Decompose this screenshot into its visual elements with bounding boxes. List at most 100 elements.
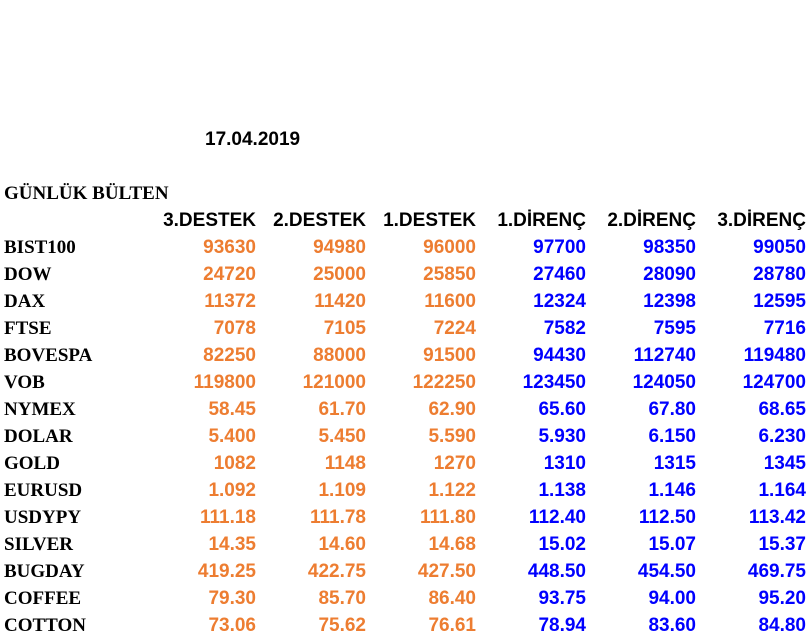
support-level-1: 96000: [423, 237, 476, 258]
table-row: BIST100 93630 94980 96000 97700 98350 99050: [2, 234, 807, 261]
support-level-3: 82250: [203, 345, 256, 366]
resistance-level-3: 84.80: [758, 615, 806, 636]
resistance-level-2: 1315: [653, 453, 696, 474]
support-level-2: 94980: [313, 237, 366, 258]
instrument-name: BIST100: [4, 237, 76, 258]
header-support-1: 1.DESTEK: [383, 210, 476, 231]
instrument-name: FTSE: [4, 318, 52, 339]
resistance-level-3: 95.20: [758, 588, 806, 609]
support-level-2: 11420: [314, 291, 366, 312]
resistance-level-2: 28090: [643, 264, 696, 285]
resistance-level-3: 12595: [753, 291, 806, 312]
support-level-2: 121000: [302, 372, 366, 393]
resistance-level-2: 98350: [643, 237, 696, 258]
support-level-1: 86.40: [428, 588, 476, 609]
table-row: DOW 24720 25000 25850 27460 28090 28780: [2, 261, 807, 288]
support-level-3: 119800: [193, 372, 256, 393]
header-support-3: 3.DESTEK: [163, 210, 256, 231]
support-level-3: 58.45: [208, 399, 256, 420]
bulletin-title: GÜNLÜK BÜLTEN: [4, 183, 169, 204]
support-level-1: 62.90: [428, 399, 476, 420]
resistance-level-1: 27460: [533, 264, 586, 285]
support-level-1: 122250: [412, 372, 476, 393]
resistance-level-1: 112.40: [528, 507, 586, 528]
resistance-level-1: 65.60: [538, 399, 586, 420]
resistance-level-3: 113.42: [748, 507, 806, 528]
resistance-level-2: 12398: [643, 291, 696, 312]
support-level-3: 24720: [203, 264, 256, 285]
resistance-level-1: 97700: [533, 237, 586, 258]
table-row: VOB 119800 121000 122250 123450 124050 124700: [2, 369, 807, 396]
instrument-name: DOW: [4, 264, 52, 285]
table-row: USDYPY 111.18 111.78 111.80 112.40 112.50 113.…: [2, 504, 807, 531]
support-level-3: 11372: [204, 291, 256, 312]
resistance-level-1: 1.138: [538, 480, 586, 501]
resistance-level-2: 83.60: [648, 615, 696, 636]
resistance-level-3: 68.65: [758, 399, 806, 420]
resistance-level-3: 15.37: [758, 534, 806, 555]
resistance-level-3: 1.164: [758, 480, 806, 501]
bulletin-date: 17.04.2019: [205, 129, 301, 150]
support-level-3: 5.400: [208, 426, 256, 447]
support-level-1: 1.122: [428, 480, 476, 501]
resistance-level-1: 93.75: [538, 588, 586, 609]
levels-table: 3.DESTEK 2.DESTEK 1.DESTEK 1.DİRENÇ 2.Dİ…: [2, 208, 807, 639]
resistance-level-3: 469.75: [747, 561, 806, 582]
resistance-level-2: 454.50: [637, 561, 696, 582]
resistance-level-1: 7582: [543, 318, 586, 339]
support-level-2: 88000: [313, 345, 366, 366]
support-level-1: 76.61: [428, 615, 476, 636]
support-level-2: 422.75: [307, 561, 366, 582]
instrument-name: EURUSD: [4, 480, 83, 501]
resistance-level-3: 28780: [753, 264, 806, 285]
resistance-level-1: 78.94: [538, 615, 586, 636]
header-resistance-1: 1.DİRENÇ: [497, 210, 586, 231]
table-row: EURUSD 1.092 1.109 1.122 1.138 1.146 1.164: [2, 477, 807, 504]
table-row: FTSE 7078 7105 7224 7582 7595 7716: [2, 315, 807, 342]
resistance-level-1: 123450: [522, 372, 586, 393]
table-row: GOLD 1082 1148 1270 1310 1315 1345: [2, 450, 807, 477]
support-level-2: 5.450: [318, 426, 366, 447]
table-row: DAX 11372 11420 11600 12324 12398 12595: [2, 288, 807, 315]
table-row: COFFEE 79.30 85.70 86.40 93.75 94.00 95.20: [2, 585, 807, 612]
instrument-name: DOLAR: [4, 426, 73, 447]
support-level-1: 11600: [424, 291, 476, 312]
header-resistance-2: 2.DİRENÇ: [607, 210, 696, 231]
resistance-level-3: 6.230: [758, 426, 806, 447]
instrument-name: GOLD: [4, 453, 60, 474]
instrument-name: COTTON: [4, 615, 87, 636]
resistance-level-3: 119480: [743, 345, 806, 366]
table-row: NYMEX 58.45 61.70 62.90 65.60 67.80 68.65: [2, 396, 807, 423]
resistance-level-3: 99050: [753, 237, 806, 258]
table-row: COTTON 73.06 75.62 76.61 78.94 83.60 84.80: [2, 612, 807, 639]
support-level-2: 61.70: [318, 399, 366, 420]
support-level-2: 14.60: [318, 534, 366, 555]
support-level-2: 7105: [323, 318, 366, 339]
support-level-1: 111.80: [419, 507, 476, 528]
header-blank: [2, 208, 149, 234]
support-level-1: 14.68: [428, 534, 476, 555]
instrument-name: USDYPY: [4, 507, 82, 528]
resistance-level-2: 112.50: [638, 507, 696, 528]
resistance-level-2: 6.150: [648, 426, 696, 447]
support-level-3: 73.06: [208, 615, 256, 636]
instrument-name: BOVESPA: [4, 345, 93, 366]
resistance-level-2: 15.07: [648, 534, 696, 555]
support-level-1: 25850: [423, 264, 476, 285]
instrument-name: VOB: [4, 372, 45, 393]
instrument-name: DAX: [4, 291, 46, 312]
support-level-3: 1082: [213, 453, 256, 474]
resistance-level-2: 94.00: [648, 588, 696, 609]
support-level-3: 7078: [213, 318, 256, 339]
support-level-3: 79.30: [208, 588, 256, 609]
support-level-3: 111.18: [199, 507, 256, 528]
instrument-name: COFFEE: [4, 588, 82, 609]
support-level-3: 14.35: [208, 534, 256, 555]
table-row: SILVER 14.35 14.60 14.68 15.02 15.07 15.37: [2, 531, 807, 558]
resistance-level-2: 1.146: [648, 480, 696, 501]
support-level-2: 85.70: [318, 588, 366, 609]
resistance-level-2: 112740: [633, 345, 696, 366]
table-row: BUGDAY 419.25 422.75 427.50 448.50 454.50 469.…: [2, 558, 807, 585]
resistance-level-1: 448.50: [527, 561, 586, 582]
